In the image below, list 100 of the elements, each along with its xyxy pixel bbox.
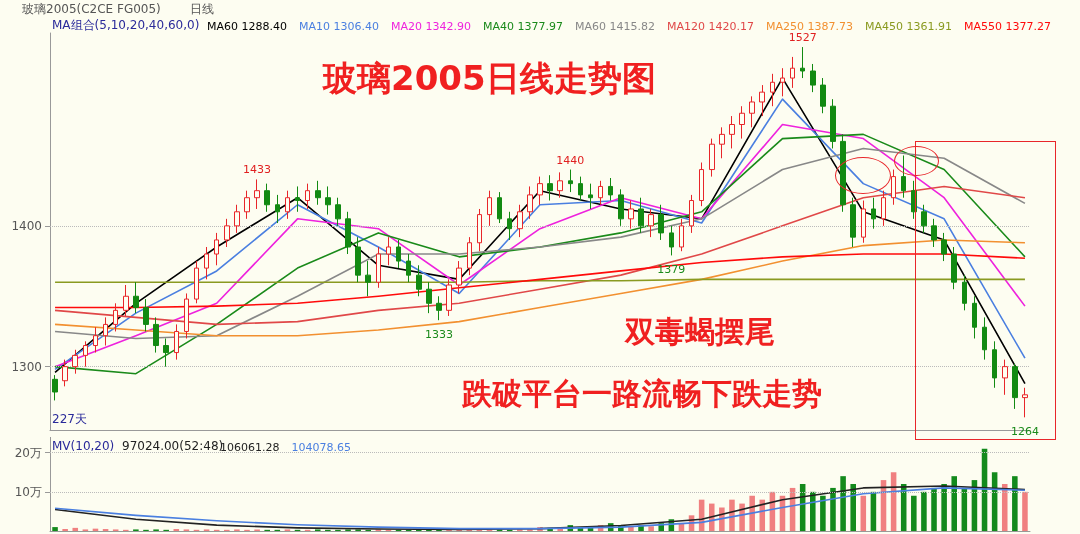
candlestick — [1002, 359, 1008, 396]
candlestick — [406, 253, 411, 283]
candlestick — [1022, 387, 1028, 418]
bar — [951, 476, 958, 531]
candlestick — [456, 260, 462, 294]
candlestick — [648, 208, 654, 238]
candlestick — [244, 190, 250, 220]
candlestick — [850, 197, 856, 248]
text: MA60 1288.40 — [207, 19, 287, 33]
candlestick — [113, 302, 118, 332]
bar — [850, 484, 856, 531]
candlestick — [436, 295, 442, 321]
candlestick — [376, 246, 381, 289]
candlestick — [901, 154, 906, 199]
candlestick — [335, 197, 341, 227]
candlestick — [537, 176, 543, 206]
bar — [52, 527, 58, 531]
candlestick — [780, 67, 785, 97]
candlestick — [709, 138, 715, 178]
candlestick — [951, 246, 957, 290]
annotation: 1264 — [1010, 425, 1039, 439]
candlestick — [426, 281, 432, 314]
text: MA450 1361.91 — [864, 19, 952, 33]
y-tick-label: 10万 — [14, 484, 42, 499]
candlestick — [487, 190, 492, 227]
candlestick — [588, 183, 593, 210]
candlestick — [861, 200, 866, 244]
bar — [840, 476, 846, 531]
annotation: 1440 — [556, 153, 585, 167]
candlestick — [497, 191, 502, 224]
candlestick — [517, 204, 523, 238]
y-tick-label: 1300 — [11, 359, 42, 374]
bar — [911, 495, 917, 531]
candlestick — [598, 180, 603, 206]
candlestick — [729, 115, 735, 149]
candlestick — [992, 340, 997, 389]
bar — [1022, 491, 1028, 531]
candlestick — [386, 236, 391, 266]
text: 104078.65 — [291, 440, 351, 454]
bar — [921, 491, 927, 531]
candlestick — [345, 211, 351, 255]
text: 日线 — [190, 2, 214, 16]
candlestick — [790, 56, 795, 89]
text: MA40 1377.97 — [482, 19, 563, 33]
candlestick — [557, 171, 563, 199]
candlestick — [275, 194, 280, 224]
candlestick — [770, 73, 775, 107]
candlestick — [254, 178, 260, 210]
candlestick — [214, 232, 219, 266]
candlestick — [982, 316, 987, 361]
bar — [729, 499, 735, 531]
candlestick — [305, 183, 310, 210]
candlestick — [759, 84, 765, 117]
candlestick — [83, 340, 88, 368]
candlestick — [174, 323, 179, 361]
candlestick — [194, 260, 199, 304]
candlestick — [123, 284, 129, 317]
candlestick — [578, 176, 583, 202]
candlestick — [608, 177, 613, 202]
text: 玻璃2005(C2CE FG005) — [22, 2, 161, 16]
bar — [1001, 484, 1008, 531]
candlestick — [891, 169, 896, 206]
candlestick — [689, 194, 694, 234]
candlestick — [699, 162, 704, 207]
candlestick — [568, 169, 573, 193]
text: MA组合(5,10,20,40,60,0) — [52, 18, 200, 32]
candlestick — [527, 185, 533, 220]
candlestick — [921, 204, 927, 234]
bar — [810, 491, 816, 531]
text: MA10 1306.40 — [299, 19, 379, 33]
candlestick — [416, 264, 422, 297]
candlestick — [163, 337, 169, 368]
candlestick — [507, 211, 512, 241]
candlestick — [618, 188, 624, 227]
candlestick — [355, 236, 361, 283]
candlestick — [1012, 363, 1018, 410]
candlestick — [62, 359, 68, 387]
bar — [749, 495, 755, 531]
candlestick — [941, 232, 947, 262]
bar — [820, 495, 826, 531]
candlestick — [739, 105, 745, 140]
candlestick — [446, 278, 452, 317]
candlestick — [547, 174, 553, 202]
candlestick — [810, 63, 816, 93]
candlestick — [93, 326, 98, 354]
candlestick — [881, 190, 886, 227]
candlestick — [871, 197, 876, 230]
candlestick — [103, 316, 108, 347]
bar — [72, 527, 79, 531]
candlestick — [962, 274, 967, 311]
candlestick — [467, 236, 472, 276]
candlestick — [204, 246, 209, 280]
candlestick — [800, 46, 805, 79]
candlestick — [396, 239, 401, 269]
candlestick — [295, 185, 300, 213]
candlestick — [234, 204, 240, 234]
annotation: 1379 — [657, 263, 686, 277]
annotation: 1333 — [424, 328, 453, 342]
text: MA20 1342.90 — [390, 19, 471, 33]
text: 玻璃2005日线走势图 — [322, 58, 656, 98]
